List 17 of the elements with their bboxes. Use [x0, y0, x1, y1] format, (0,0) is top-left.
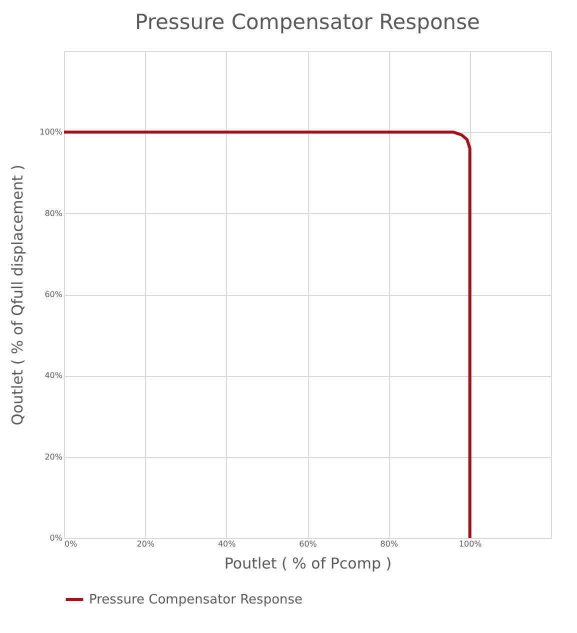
- legend-label: Pressure Compensator Response: [89, 592, 303, 608]
- x-tick-label: 80%: [380, 540, 398, 548]
- y-axis-title: Qoutlet ( % of Qfull displacement ): [8, 164, 27, 426]
- line-series: [62, 130, 472, 540]
- y-tick-label: 100%: [40, 128, 63, 137]
- x-tick-label: 100%: [458, 540, 482, 548]
- x-axis-title: Poutlet ( % of Pcomp ): [224, 554, 392, 572]
- y-tick-label: 0%: [50, 534, 63, 542]
- x-tick-label: 0%: [64, 540, 78, 548]
- chart-title: Pressure Compensator Response: [135, 10, 480, 34]
- y-tick-label: 40%: [44, 371, 63, 380]
- x-tick-label: 60%: [299, 540, 318, 548]
- y-tick-label: 80%: [44, 208, 63, 218]
- y-tick-label: 60%: [44, 290, 63, 299]
- x-tick-label: 20%: [136, 540, 155, 548]
- x-tick-label: 40%: [218, 540, 236, 548]
- y-tick-label: 20%: [44, 452, 63, 462]
